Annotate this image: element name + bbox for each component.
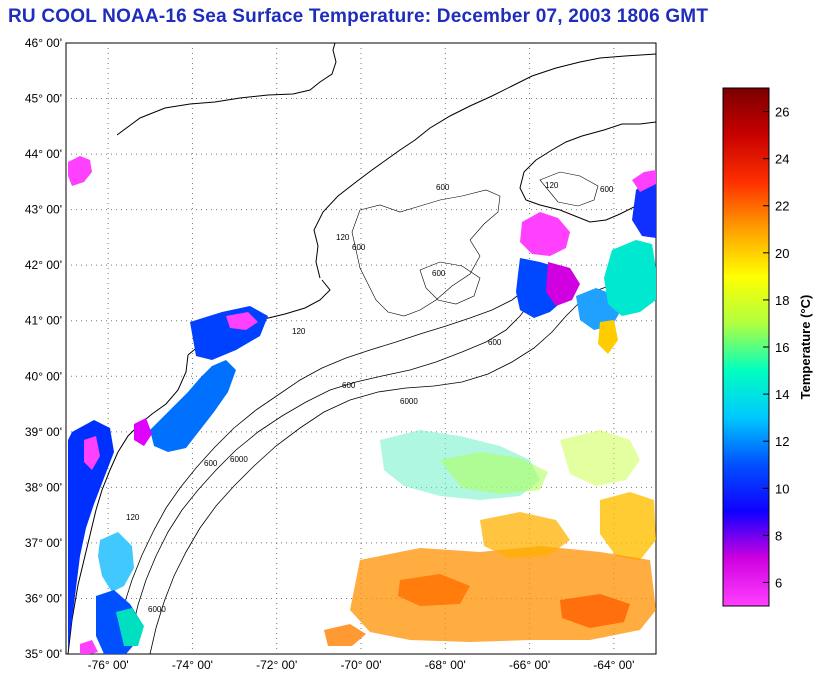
- map-title: RU COOL NOAA-16 Sea Surface Temperature:…: [8, 6, 709, 27]
- longitude-labels: -76° 00' -74° 00' -72° 00' -70° 00' -68° 00'…: [88, 658, 635, 672]
- lon-label: -64° 00': [593, 658, 634, 672]
- isobath-120: [109, 285, 531, 655]
- lat-label: 35° 00': [25, 647, 62, 661]
- colorbar-tick-label: 6: [775, 575, 782, 590]
- colorbar-tick-label: 26: [775, 105, 789, 120]
- lat-label: 36° 00': [25, 591, 62, 605]
- isobath-600: [123, 289, 547, 655]
- contour-label: 6000: [148, 605, 166, 614]
- lon-label: -76° 00': [88, 658, 129, 672]
- contour-label: 120: [126, 513, 140, 522]
- contour-label: 600: [342, 381, 356, 390]
- gulf-of-maine-contours: [351, 171, 599, 317]
- colorbar-tick-label: 8: [775, 528, 782, 543]
- contour-label: 6000: [400, 397, 418, 406]
- colorbar-tick-label: 14: [775, 387, 789, 402]
- contour-label: 600: [352, 243, 366, 252]
- contour-label: 120: [545, 181, 559, 190]
- lat-label: 42° 00': [25, 258, 62, 272]
- lat-label: 40° 00': [25, 369, 62, 383]
- lat-label: 44° 00': [25, 147, 62, 161]
- lat-label: 39° 00': [25, 425, 62, 439]
- colorbar-tick-label: 20: [775, 246, 789, 261]
- lat-label: 45° 00': [25, 92, 62, 106]
- lat-label: 46° 00': [25, 36, 62, 50]
- isobath-6000: [149, 275, 657, 655]
- colorbar-tick-label: 10: [775, 481, 789, 496]
- contour-label: 600: [204, 459, 218, 468]
- lon-label: -74° 00': [172, 658, 213, 672]
- contour-label: 600: [432, 269, 446, 278]
- colorbar-ticks: 26 24 22 20 18 16 14 12 10 8 6: [763, 105, 789, 590]
- contour-label: 600: [436, 183, 450, 192]
- colorbar-tick-label: 22: [775, 199, 789, 214]
- colorbar-tick-label: 16: [775, 340, 789, 355]
- latitude-labels: 46° 00' 45° 00' 44° 00' 43° 00' 42° 00' 41° 0…: [25, 36, 62, 661]
- colorbar-label: Temperature (°C): [798, 295, 813, 400]
- lon-label: -70° 00': [340, 658, 381, 672]
- contour-label: 600: [488, 338, 502, 347]
- lat-label: 38° 00': [25, 480, 62, 494]
- contour-label: 6000: [230, 455, 248, 464]
- contour-label: 120: [336, 233, 350, 242]
- lat-label: 41° 00': [25, 314, 62, 328]
- contour-labels: 600 600 600 600 120 120 120 600 600 6000…: [126, 181, 614, 632]
- colorbar-tick-label: 24: [775, 152, 789, 167]
- lon-label: -72° 00': [256, 658, 297, 672]
- contour-label: 600: [600, 185, 614, 194]
- sst-data: [68, 156, 656, 654]
- lat-label: 37° 00': [25, 536, 62, 550]
- lon-label: -66° 00': [509, 658, 550, 672]
- colorbar: [722, 87, 770, 607]
- contour-label: 120: [292, 327, 306, 336]
- lat-label: 43° 00': [25, 203, 62, 217]
- colorbar-tick-label: 12: [775, 434, 789, 449]
- colorbar-tick-label: 18: [775, 293, 789, 308]
- lon-label: -68° 00': [425, 658, 466, 672]
